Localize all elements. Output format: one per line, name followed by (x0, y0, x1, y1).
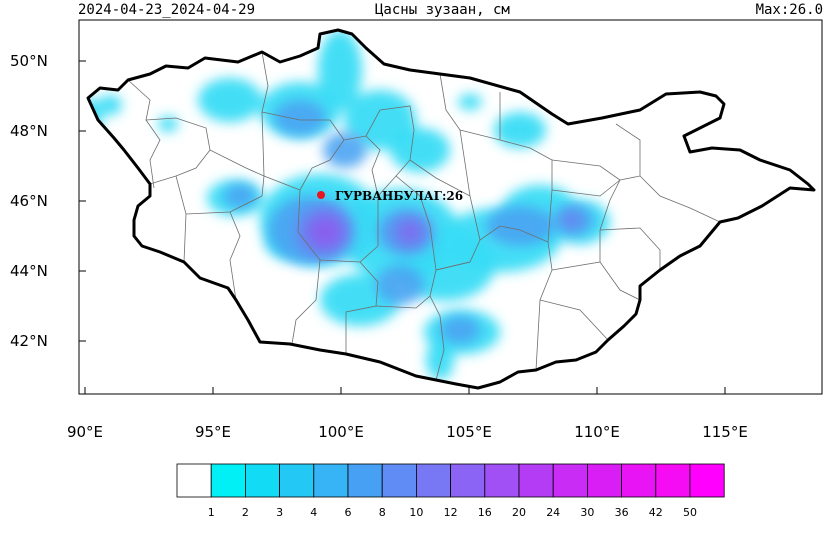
lon-label: 100°E (318, 423, 364, 441)
snow-patch (344, 90, 416, 150)
colorbar-swatch (689, 463, 725, 498)
colorbar-level-label: 4 (310, 506, 317, 519)
snow-patch (390, 128, 450, 172)
lat-label: 42°N (10, 332, 48, 350)
colorbar-level-label: 1 (208, 506, 215, 519)
station-marker[interactable] (317, 191, 325, 199)
colorbar-swatch (381, 463, 417, 498)
colorbar-level-label: 8 (379, 506, 386, 519)
mongolia-border (86, 28, 816, 390)
colorbar-swatch (313, 463, 349, 498)
date-range-label: 2024-04-23_2024-04-29 (78, 2, 256, 18)
snow-patch (560, 212, 580, 228)
max-value-label: Max:26.0 (755, 2, 823, 18)
colorbar-level-label: 36 (615, 506, 629, 519)
colorbar-swatch (450, 463, 486, 498)
lat-label: 46°N (10, 192, 48, 210)
lon-label: 115°E (702, 423, 748, 441)
colorbar-level-label: 24 (546, 506, 560, 519)
colorbar-swatch (587, 463, 623, 498)
snow-patch (394, 218, 426, 246)
colorbar-level-label: 42 (649, 506, 663, 519)
colorbar-swatch (655, 463, 691, 498)
lat-label: 50°N (10, 52, 48, 70)
colorbar-level-label: 2 (242, 506, 249, 519)
lon-label: 95°E (195, 423, 231, 441)
colorbar-level-label: 3 (276, 506, 283, 519)
snow-patch (494, 112, 546, 148)
longitude-axis: 90°E 95°E 100°E 105°E 110°E 115°E (67, 387, 748, 441)
snow-patch (376, 265, 424, 305)
lon-label: 110°E (574, 423, 620, 441)
lon-label: 90°E (67, 423, 103, 441)
snow-patch (440, 316, 480, 344)
snow-patch (486, 206, 554, 246)
colorbar-swatch (484, 463, 520, 498)
colorbar-swatch (415, 463, 451, 498)
snow-patch (158, 116, 178, 132)
snow-patch (426, 340, 454, 380)
colorbar-swatch (552, 463, 588, 498)
snow-patch (224, 184, 256, 208)
colorbar-swatch (244, 463, 280, 498)
lat-label: 44°N (10, 262, 48, 280)
colorbar-level-label: 12 (444, 506, 458, 519)
colorbar-level-label: 10 (409, 506, 423, 519)
snow-patch (318, 30, 362, 110)
lat-label: 48°N (10, 122, 48, 140)
snow-patch (323, 132, 367, 168)
colorbar-level-label: 16 (478, 506, 492, 519)
colorbar-level-label: 30 (580, 506, 594, 519)
lon-label: 105°E (446, 423, 492, 441)
colorbar-swatch (518, 463, 554, 498)
colorbar-swatch (279, 463, 315, 498)
colorbar-legend (176, 463, 725, 498)
snow-patch (198, 78, 262, 122)
colorbar-swatch (210, 463, 246, 498)
snow-patch (274, 100, 326, 136)
province-boundaries (127, 51, 721, 381)
colorbar-level-label: 6 (345, 506, 352, 519)
colorbar-labels: 1 2 3 4 6 8 10 12 16 20 24 30 36 42 50 (208, 506, 697, 519)
map-title: Цасны зузаан, см (375, 2, 510, 18)
snow-patch (458, 94, 482, 110)
colorbar-swatch (347, 463, 383, 498)
station-label: ГУРВАНБУЛАГ:26 (335, 189, 463, 203)
latitude-axis: 50°N 48°N 46°N 44°N 42°N (10, 52, 86, 350)
colorbar-level-label: 20 (512, 506, 526, 519)
colorbar-level-label: 50 (683, 506, 697, 519)
snow-patch (98, 95, 122, 115)
snow-patch (301, 210, 349, 254)
colorbar-swatch (176, 463, 212, 498)
colorbar-swatch (621, 463, 657, 498)
